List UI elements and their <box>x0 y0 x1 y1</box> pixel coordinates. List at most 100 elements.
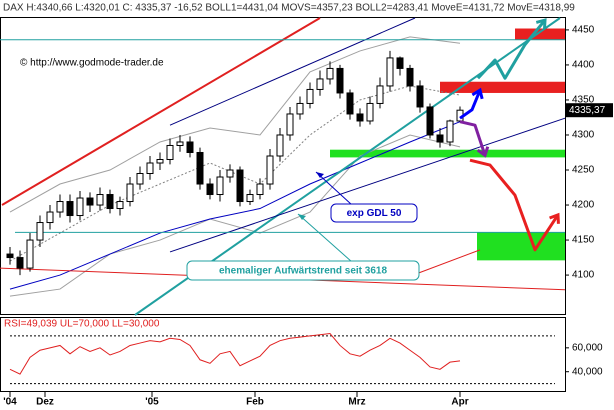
candle-body <box>186 141 194 153</box>
y-tick-label: 4150 <box>572 235 595 246</box>
candle-body <box>106 194 114 210</box>
candle-body <box>176 141 184 146</box>
y-tick-label: 4350 <box>572 95 595 106</box>
arrowhead <box>476 146 490 158</box>
trend-line <box>169 117 566 253</box>
candle-body <box>156 158 164 164</box>
candle-body <box>446 120 454 143</box>
x-tick-label: '05 <box>145 397 159 408</box>
x-tick-label: Mrz <box>348 397 365 408</box>
candle-body <box>356 113 364 122</box>
trend-line <box>1 17 321 206</box>
candle-body <box>116 201 124 210</box>
arrowhead <box>549 212 560 224</box>
candle-body <box>306 88 314 104</box>
y-tick-label: 4450 <box>572 25 595 36</box>
y-tick-label: 4200 <box>572 200 595 211</box>
x-tick-label: Dez <box>36 397 54 408</box>
candle-body <box>386 57 394 87</box>
candle-body <box>196 151 204 185</box>
candle-body <box>266 155 274 185</box>
y-tick-label: 4250 <box>572 165 595 176</box>
candle-body <box>426 106 434 136</box>
y-tick-label: 4400 <box>572 60 595 71</box>
candle-body <box>286 113 294 136</box>
candle-body <box>6 253 14 259</box>
indicator-line <box>9 36 461 213</box>
candle-body <box>46 211 54 224</box>
annotation-box <box>186 260 420 281</box>
arrowhead <box>535 18 547 30</box>
projection <box>469 158 560 252</box>
price-frame <box>0 17 566 315</box>
x-tick-label: Feb <box>246 397 264 408</box>
annotation-text: ehemaliger Aufwärtstrend seit 3618 <box>219 266 387 277</box>
candle-body <box>226 169 234 178</box>
candle-body <box>66 201 74 217</box>
y-tick-label: 4300 <box>572 130 595 141</box>
candle-body <box>86 197 94 206</box>
candle-body <box>246 194 254 203</box>
indicator-line <box>9 85 461 262</box>
annotation-arrow <box>297 213 353 263</box>
zone <box>477 232 565 261</box>
projection <box>459 120 487 156</box>
x-tick-label: Apr <box>451 397 468 408</box>
annotation-text: exp GDL 50 <box>347 208 402 219</box>
candle-body <box>56 201 64 213</box>
candle-body <box>236 169 244 203</box>
candle-body <box>296 102 304 115</box>
candle-body <box>436 134 444 143</box>
annotation-trend: ehemaliger Aufwärtstrend seit 3618 <box>186 213 420 281</box>
y-tick-label: 4100 <box>572 270 595 281</box>
candle-body <box>336 67 344 94</box>
projection <box>476 19 547 80</box>
x-tick-label: '04 <box>3 397 17 408</box>
rsi-line <box>9 332 461 375</box>
candle-body <box>416 85 424 108</box>
candle-body <box>346 92 354 115</box>
annotation-copyright: © http://www.godmode-trader.de <box>20 58 164 69</box>
indicator-line <box>9 121 461 290</box>
y-tick-label: 60,000 <box>572 342 603 353</box>
candle-body <box>76 197 84 217</box>
candle-body <box>396 57 404 69</box>
candle-body <box>316 78 324 90</box>
price-header: DAX H:4340,66 L:4320,01 C: 4335,37 -16,5… <box>3 3 575 14</box>
projection <box>459 89 482 120</box>
last-price-box <box>566 103 613 118</box>
trend-line <box>169 17 416 126</box>
last-price-label: 4335,37 <box>569 105 606 116</box>
annotation-gdl: exp GDL 50 <box>315 171 418 223</box>
candle-body <box>96 194 104 206</box>
candle-body <box>126 183 134 203</box>
candle-body <box>366 102 374 122</box>
candle-body <box>216 176 224 196</box>
copyright: © http://www.godmode-trader.de <box>20 58 164 69</box>
candle-body <box>16 257 24 269</box>
candle-body <box>326 67 334 80</box>
candle-body <box>206 183 214 196</box>
arrowhead <box>316 172 324 178</box>
candle-body <box>376 85 384 104</box>
rsi-header: RSI=49,039 UL=70,000 LL=30,000 <box>4 319 160 330</box>
candle-body <box>256 183 264 196</box>
annotation-box <box>330 203 418 223</box>
candle-body <box>276 134 284 157</box>
arrowhead <box>471 87 484 100</box>
candle-body <box>36 222 44 241</box>
candle-body <box>136 173 144 185</box>
annotation-arrow <box>315 171 353 206</box>
y-tick-label: 40,000 <box>572 366 603 377</box>
rsi-frame <box>0 317 566 392</box>
candle-body <box>406 67 414 87</box>
arrowhead <box>298 214 306 220</box>
candle-body <box>26 239 34 269</box>
candle-body <box>146 162 154 175</box>
candle-body <box>166 144 174 160</box>
zone <box>330 149 565 158</box>
zone <box>515 28 565 40</box>
zone <box>440 81 565 93</box>
